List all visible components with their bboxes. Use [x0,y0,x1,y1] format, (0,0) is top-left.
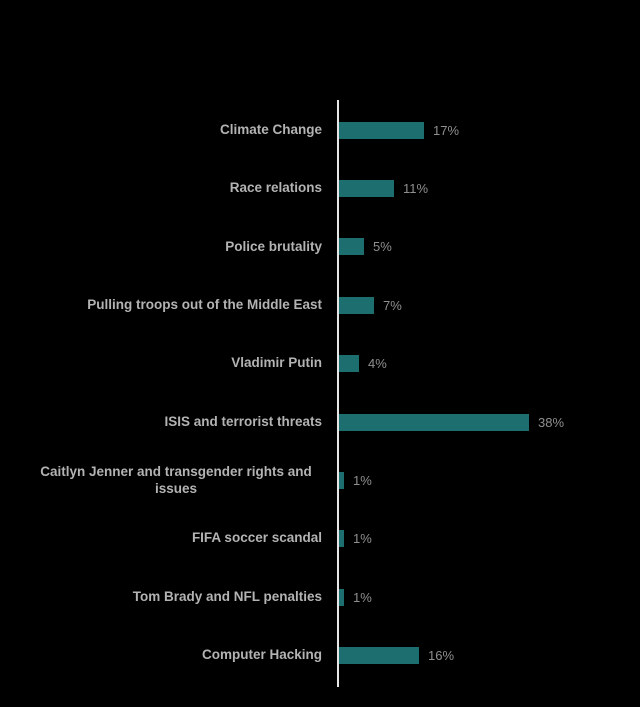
category-label-column: Vladimir Putin [0,355,322,372]
bar-row: Climate Change 17% [0,101,640,159]
bar-row: Vladimir Putin 4% [0,335,640,393]
category-label-column: FIFA soccer scandal [0,530,322,547]
value-label: 1% [353,531,372,547]
bar-chart: Climate Change 17% Race relations 11% Police… [0,101,640,685]
value-label: 17% [433,122,460,138]
bar-area: 1% [339,510,372,568]
category-label: Computer Hacking [201,647,322,663]
bar-area: 7% [339,276,402,334]
bar [339,296,374,314]
category-label: Vladimir Putin [231,355,322,371]
category-label-column: Pulling troops out of the Middle East [0,297,322,314]
bar-area: 4% [339,335,387,393]
y-axis-line [337,100,339,687]
bar-area: 38% [339,393,564,451]
bar-row: Caitlyn Jenner and transgender rights an… [0,451,640,509]
value-label: 1% [353,473,372,489]
bar-area: 17% [339,101,459,159]
value-label: 7% [383,297,402,313]
category-label: Caitlyn Jenner and transgender rights an… [40,463,312,496]
bar [339,647,419,665]
bar [339,355,359,373]
bar-area: 1% [339,451,372,509]
bar-row: Pulling troops out of the Middle East 7% [0,276,640,334]
category-label: Police brutality [225,238,322,254]
category-label: Climate Change [219,121,322,137]
bar [339,588,344,606]
bar-row: Race relations 11% [0,159,640,217]
bar [339,413,529,431]
bar-row: Computer Hacking 16% [0,627,640,685]
bar [339,238,364,256]
bar-row: FIFA soccer scandal 1% [0,510,640,568]
category-label-column: Police brutality [0,239,322,256]
category-label: Tom Brady and NFL penalties [132,588,322,604]
bar-area: 11% [339,159,428,217]
value-label: 4% [368,356,387,372]
category-label: ISIS and terrorist threats [164,413,322,429]
bar-area: 5% [339,218,392,276]
category-label: Pulling troops out of the Middle East [87,296,322,312]
value-label: 16% [428,648,455,664]
bar-row: Police brutality 5% [0,218,640,276]
bar [339,530,344,548]
category-label-column: Climate Change [0,122,322,139]
category-label: FIFA soccer scandal [191,530,322,546]
category-label-column: Race relations [0,180,322,197]
bar-row: Tom Brady and NFL penalties 1% [0,568,640,626]
bar-row: ISIS and terrorist threats 38% [0,393,640,451]
bar [339,180,394,198]
value-label: 11% [403,181,429,197]
category-label-column: Caitlyn Jenner and transgender rights an… [0,464,322,498]
category-label-column: Tom Brady and NFL penalties [0,589,322,606]
bar [339,121,424,139]
value-label: 5% [373,239,392,255]
value-label: 38% [538,414,565,430]
category-label: Race relations [229,180,322,196]
value-label: 1% [353,589,372,605]
category-label-column: Computer Hacking [0,647,322,664]
category-label-column: ISIS and terrorist threats [0,414,322,431]
bar-area: 1% [339,568,372,626]
bar [339,472,344,490]
bar-area: 16% [339,627,454,685]
